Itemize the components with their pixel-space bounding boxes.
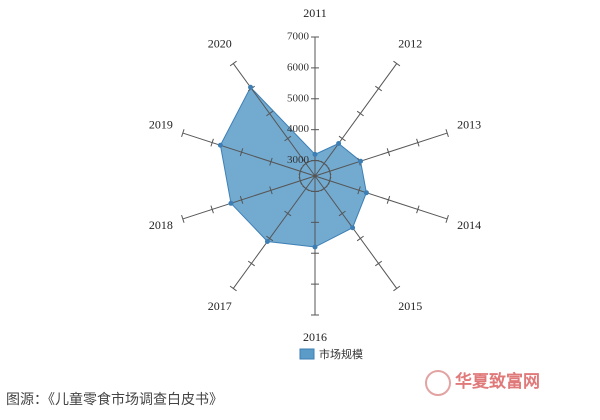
- tick-mark: [269, 186, 273, 195]
- tick-mark: [266, 110, 274, 117]
- tick-mark: [375, 85, 383, 92]
- category-label: 2015: [398, 299, 422, 313]
- tick-mark: [356, 110, 364, 117]
- tick-mark: [445, 214, 449, 223]
- grid-circle: [299, 160, 331, 192]
- source-note: 图源：《儿童零食市场调查白皮书》: [6, 391, 223, 408]
- r-tick-label: 4000: [287, 123, 310, 135]
- axis-line: [182, 175, 316, 220]
- radar-point: [350, 225, 356, 231]
- category-label: 2019: [149, 118, 173, 132]
- tick-mark: [266, 235, 274, 242]
- tick-mark: [357, 186, 361, 195]
- radar-point: [264, 238, 270, 244]
- category-label: 2012: [398, 37, 422, 51]
- tick-mark: [284, 210, 292, 217]
- radar-point: [336, 141, 342, 147]
- legend-label: 市场规模: [319, 347, 363, 361]
- radar-area: [219, 86, 367, 248]
- tick-mark: [338, 135, 346, 142]
- tick-mark: [284, 135, 292, 142]
- axis-line: [314, 175, 398, 289]
- axis-line: [232, 63, 316, 177]
- category-label: 2013: [457, 118, 481, 132]
- radar-point: [228, 200, 234, 206]
- category-label: 2016: [303, 330, 327, 344]
- r-tick-label: 3000: [287, 154, 310, 166]
- tick-mark: [181, 129, 185, 138]
- tick-mark: [356, 235, 364, 242]
- tick-mark: [386, 148, 391, 157]
- axis-line: [314, 63, 398, 177]
- radar-point: [312, 151, 318, 157]
- radar-point: [358, 158, 364, 164]
- category-label: 2020: [208, 37, 232, 51]
- tick-mark: [375, 260, 383, 267]
- tick-mark: [229, 285, 237, 292]
- axis-line: [182, 132, 316, 177]
- tick-mark: [239, 195, 244, 204]
- r-tick-label: 7000: [287, 31, 310, 43]
- category-label: 2018: [149, 218, 173, 232]
- tick-mark: [229, 60, 237, 67]
- axis-line: [314, 132, 448, 177]
- tick-mark: [416, 205, 420, 214]
- tick-mark: [239, 148, 244, 157]
- watermark-text: 华夏致富网: [455, 371, 540, 392]
- tick-mark: [386, 195, 391, 204]
- tick-mark: [393, 60, 401, 67]
- tick-mark: [338, 210, 346, 217]
- axis-line: [232, 175, 316, 289]
- tick-mark: [210, 205, 214, 214]
- radar-point: [312, 244, 318, 250]
- category-label: 2011: [303, 6, 327, 20]
- axis-line: [314, 175, 448, 220]
- r-tick-label: 6000: [287, 61, 310, 73]
- watermark: 华夏致富网: [425, 370, 540, 396]
- tick-mark: [416, 138, 420, 147]
- tick-mark: [445, 129, 449, 138]
- tick-mark: [269, 157, 273, 166]
- tick-mark: [181, 214, 185, 223]
- radar-point: [363, 190, 369, 196]
- radar-point: [217, 142, 223, 148]
- radar-point: [248, 84, 254, 90]
- category-label: 2017: [208, 299, 232, 313]
- r-tick-label: 5000: [287, 92, 310, 104]
- category-label: 2014: [457, 218, 481, 232]
- tick-mark: [393, 285, 401, 292]
- tick-mark: [247, 260, 255, 267]
- tick-mark: [210, 138, 214, 147]
- legend-swatch: [299, 348, 315, 360]
